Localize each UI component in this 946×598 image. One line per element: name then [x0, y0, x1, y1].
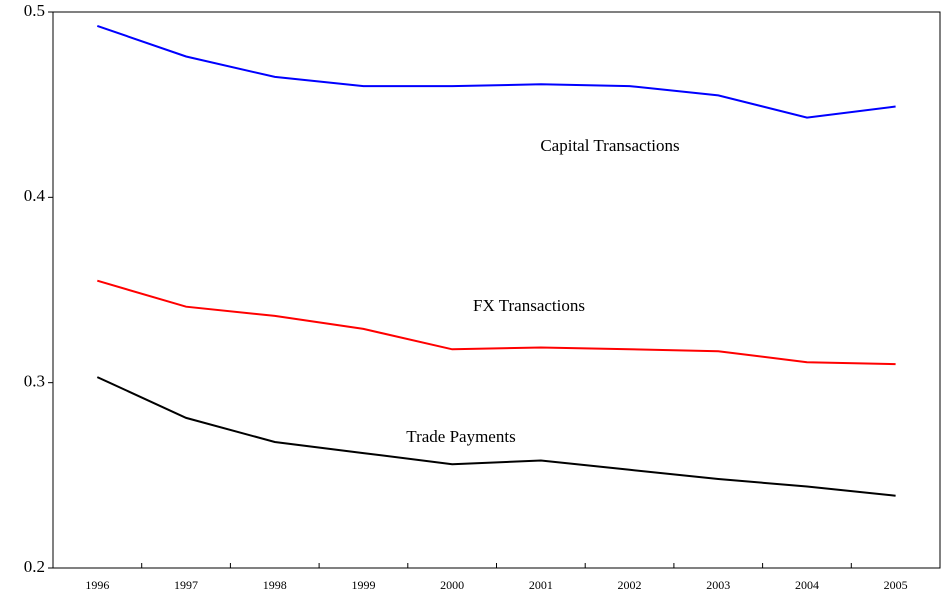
x-tick-label: 2000	[440, 578, 464, 592]
x-tick-label: 1999	[351, 578, 375, 592]
series-label: Capital Transactions	[540, 136, 679, 155]
x-tick-label: 2001	[529, 578, 553, 592]
series-line	[96, 24, 896, 119]
plot-frame	[52, 11, 941, 569]
x-tick-label: 2005	[884, 578, 908, 592]
y-tick-label: 0.4	[24, 186, 46, 205]
series-label: FX Transactions	[473, 296, 585, 315]
x-tick-label: 1998	[263, 578, 287, 592]
y-tick-label: 0.3	[24, 372, 45, 391]
series-line	[96, 376, 896, 497]
x-tick-label: 2004	[795, 578, 819, 592]
series-label: Trade Payments	[406, 427, 515, 446]
series-line	[97, 279, 896, 366]
x-tick-label: 1997	[174, 578, 198, 592]
x-tick-label: 2002	[618, 578, 642, 592]
y-tick-label: 0.5	[24, 1, 45, 20]
x-tick-label: 1996	[85, 578, 109, 592]
x-tick-label: 2003	[706, 578, 730, 592]
y-tick-label: 0.2	[24, 557, 45, 576]
